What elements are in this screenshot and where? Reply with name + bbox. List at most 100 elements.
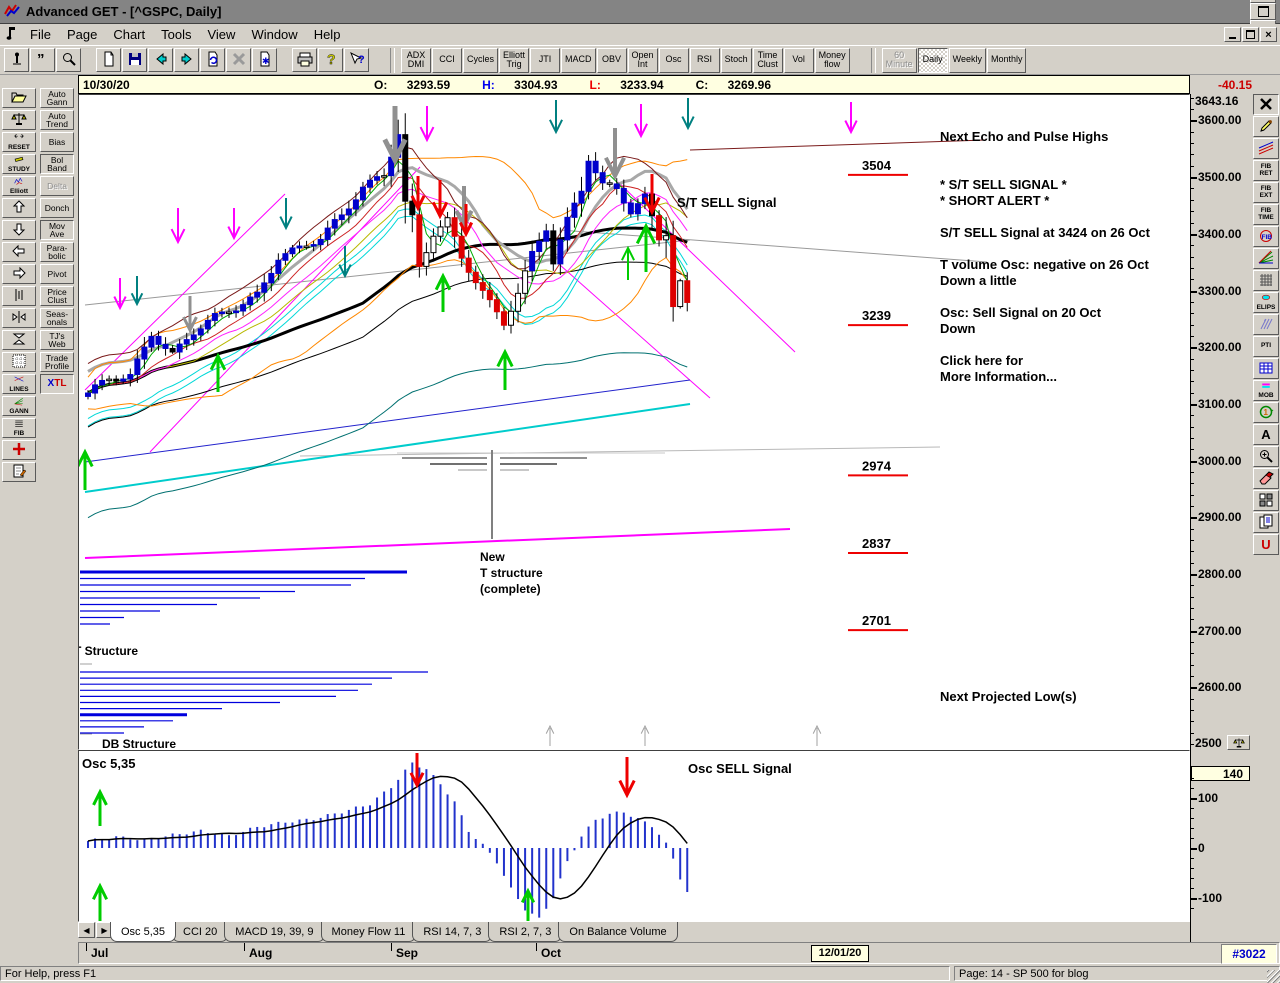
study-delta[interactable]: Delta bbox=[40, 176, 74, 196]
indicator-button-cycles[interactable]: Cycles bbox=[463, 47, 499, 73]
tab-macd-19-39-9[interactable]: MACD 19, 39, 9 bbox=[224, 922, 325, 942]
tool-elliott[interactable]: Elliott bbox=[2, 176, 36, 196]
tool-fib-ext[interactable]: FIB EXT bbox=[1253, 182, 1279, 203]
tab-rsi-14-7-3[interactable]: RSI 14, 7, 3 bbox=[412, 922, 493, 942]
tool-fib-circle[interactable]: FIB bbox=[1253, 226, 1279, 247]
study-mov-ave[interactable]: Mov Ave bbox=[40, 220, 74, 240]
indicator-button-macd[interactable]: MACD bbox=[561, 47, 596, 73]
maximize-button[interactable] bbox=[1250, 3, 1276, 20]
menu-chart[interactable]: Chart bbox=[113, 27, 146, 42]
menu-window[interactable]: Window bbox=[251, 27, 298, 42]
tool-lines[interactable]: LINES bbox=[2, 374, 36, 394]
oscillator-canvas[interactable]: Osc 5,35 Osc SELL Signal bbox=[78, 750, 1190, 922]
tool-eraser[interactable] bbox=[1253, 468, 1279, 489]
tool-study[interactable]: STUDY bbox=[2, 154, 36, 174]
mdi-child-icon[interactable] bbox=[6, 26, 18, 43]
tab-money-flow-11[interactable]: Money Flow 11 bbox=[320, 922, 417, 942]
tool-properties[interactable] bbox=[2, 462, 36, 482]
page-cycle-icon-button[interactable] bbox=[200, 48, 225, 72]
indicator-button-adx-dmi[interactable]: ADX DMI bbox=[401, 47, 431, 73]
study-bias[interactable]: Bias bbox=[40, 132, 74, 152]
tool-fib[interactable]: FIB bbox=[2, 418, 36, 438]
indicator-button-obv[interactable]: OBV bbox=[596, 47, 627, 73]
x-gray-icon-button[interactable] bbox=[226, 48, 251, 72]
tool-arrow-down[interactable] bbox=[2, 220, 36, 240]
tool-a[interactable]: A bbox=[1253, 424, 1279, 445]
study-xtl[interactable]: XTL bbox=[40, 374, 74, 394]
child-minimize-button[interactable] bbox=[1224, 27, 1241, 42]
tab-rsi-2-7-3[interactable]: RSI 2, 7, 3 bbox=[488, 922, 563, 942]
indicator-button-vol[interactable]: Vol bbox=[783, 47, 814, 73]
tool-arrow-up[interactable] bbox=[2, 198, 36, 218]
tool-gann[interactable]: GANN bbox=[2, 396, 36, 416]
price-chart-canvas[interactable]: 3504 3239 2974 2837 2701 Next Echo and Pulse … bbox=[78, 94, 1190, 750]
page-star-icon-button[interactable]: ✱ bbox=[252, 48, 277, 72]
child-restore-button[interactable] bbox=[1242, 27, 1259, 42]
tool-dice[interactable] bbox=[1253, 490, 1279, 511]
tool-arrow-left[interactable] bbox=[2, 242, 36, 262]
tool-multi-trendlines[interactable] bbox=[1253, 138, 1279, 159]
period-button-weekly[interactable]: Weekly bbox=[948, 47, 986, 73]
tab-osc-5-35[interactable]: Osc 5,35 bbox=[110, 922, 177, 942]
tool-scales[interactable] bbox=[2, 110, 36, 130]
page-icon-button[interactable] bbox=[96, 48, 121, 72]
study-seas-onals[interactable]: Seas- onals bbox=[40, 308, 74, 328]
minimize-button[interactable] bbox=[1250, 0, 1276, 3]
tool-fan-lines[interactable] bbox=[1253, 248, 1279, 269]
scale-settings-button[interactable] bbox=[1227, 735, 1250, 750]
tab-cci-20[interactable]: CCI 20 bbox=[172, 922, 229, 942]
tool-pencil[interactable] bbox=[1253, 116, 1279, 137]
indicator-button-osc[interactable]: Osc bbox=[658, 47, 689, 73]
tab-scroll-left-button[interactable]: ◀ bbox=[78, 922, 95, 938]
indicator-button-money-flow[interactable]: Money flow bbox=[814, 47, 850, 73]
menu-tools[interactable]: Tools bbox=[161, 27, 192, 42]
tool-pti[interactable]: PTI bbox=[1253, 336, 1279, 357]
tool-wave-arrows[interactable] bbox=[1253, 314, 1279, 335]
tool-fib-ret[interactable]: FIB RET bbox=[1253, 160, 1279, 181]
tool-expand-h[interactable] bbox=[2, 308, 36, 328]
indicator-button-stoch[interactable]: Stoch bbox=[720, 47, 752, 73]
indicator-button-time-clust[interactable]: Time Clust bbox=[752, 47, 783, 73]
commentary-icon-button[interactable]: ” bbox=[30, 48, 55, 72]
tool-arrow-right[interactable] bbox=[2, 264, 36, 284]
find-icon-button[interactable] bbox=[56, 48, 81, 72]
tool-expand-v[interactable] bbox=[2, 286, 36, 306]
child-close-button[interactable]: × bbox=[1260, 27, 1277, 42]
back-icon-button[interactable] bbox=[148, 48, 173, 72]
indicator-button-elliott-trig[interactable]: Elliott Trig bbox=[499, 47, 530, 73]
tool-folder-open[interactable] bbox=[2, 88, 36, 108]
pin-icon-button[interactable] bbox=[4, 48, 29, 72]
forward-icon-button[interactable] bbox=[174, 48, 199, 72]
help-icon-button[interactable]: ? bbox=[318, 48, 343, 72]
study-price-clust[interactable]: Price Clust bbox=[40, 286, 74, 306]
menu-file[interactable]: File bbox=[30, 27, 51, 42]
tool-u[interactable]: U bbox=[1253, 534, 1279, 555]
indicator-button-rsi[interactable]: RSI bbox=[689, 47, 720, 73]
tool-compress-v[interactable] bbox=[2, 330, 36, 350]
tool-rotate-dollar[interactable]: 1 bbox=[1253, 402, 1279, 423]
study-auto-trend[interactable]: Auto Trend bbox=[40, 110, 74, 130]
printer-icon-button[interactable] bbox=[292, 48, 317, 72]
indicator-button-jti[interactable]: JTI bbox=[530, 47, 561, 73]
period-button-60-minute[interactable]: 60 Minute bbox=[881, 47, 917, 73]
tool-close-x[interactable] bbox=[1253, 94, 1279, 115]
more-information-link[interactable]: Click here for bbox=[940, 353, 1023, 368]
tab-on-balance-volume[interactable]: On Balance Volume bbox=[558, 922, 678, 942]
tool-grid-blue[interactable] bbox=[1253, 358, 1279, 379]
period-button-monthly[interactable]: Monthly bbox=[986, 47, 1027, 73]
study-para-bolic[interactable]: Para- bolic bbox=[40, 242, 74, 262]
study-trade-profile[interactable]: Trade Profile bbox=[40, 352, 74, 372]
indicator-button-open-int[interactable]: Open Int bbox=[627, 47, 658, 73]
study-donch[interactable]: Donch bbox=[40, 198, 74, 218]
tool-fib-time[interactable]: FIB TIME bbox=[1253, 204, 1279, 225]
tool-cross-red[interactable] bbox=[2, 440, 36, 460]
tool-mob[interactable]: MOB bbox=[1253, 380, 1279, 401]
tool-grid-small[interactable] bbox=[1253, 270, 1279, 291]
study-bol-band[interactable]: Bol Band bbox=[40, 154, 74, 174]
save-icon-button[interactable] bbox=[122, 48, 147, 72]
tool-grid-page[interactable] bbox=[2, 352, 36, 372]
indicator-button-cci[interactable]: CCI bbox=[432, 47, 462, 73]
tool-reset[interactable]: RESET bbox=[2, 132, 36, 152]
tool-ellipse[interactable]: ELIPS bbox=[1253, 292, 1279, 313]
menu-page[interactable]: Page bbox=[66, 27, 98, 42]
